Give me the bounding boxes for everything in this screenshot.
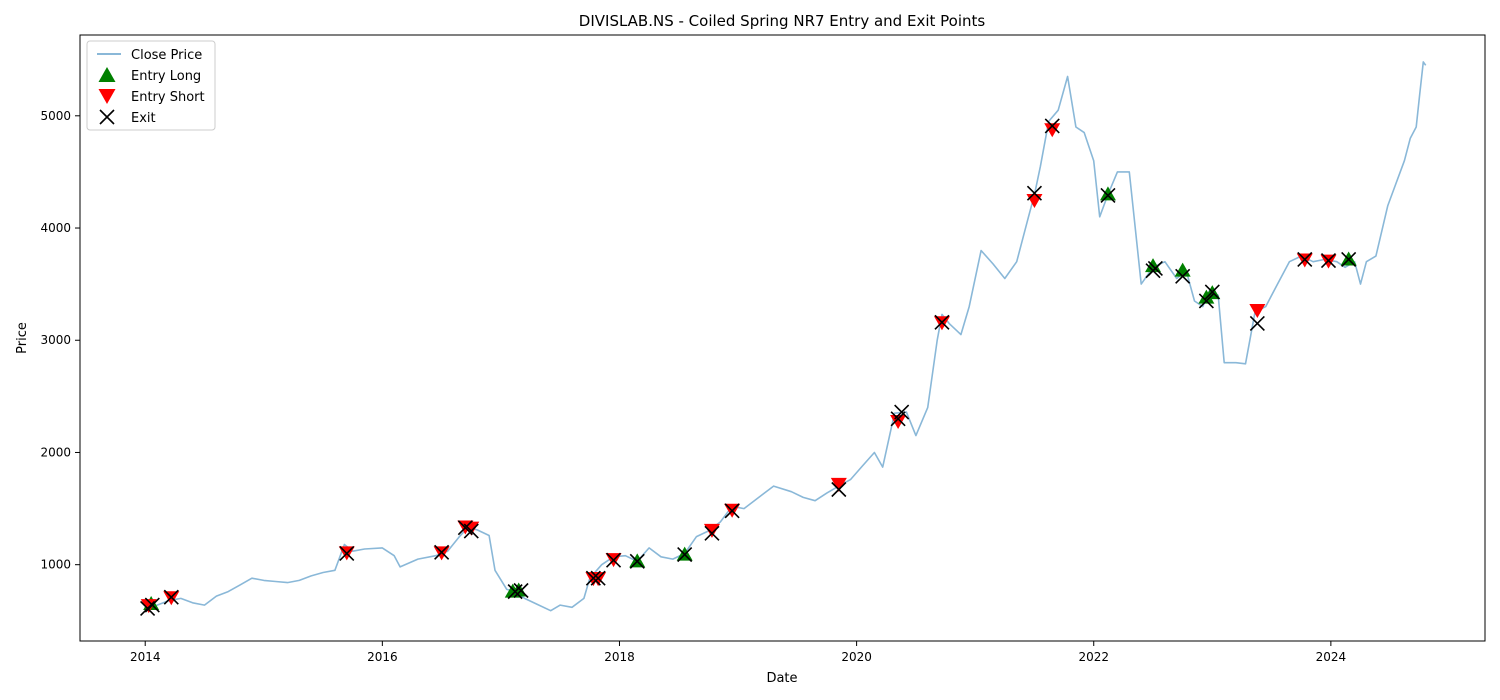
exit-marker xyxy=(1249,315,1265,331)
y-tick-label: 3000 xyxy=(40,333,71,347)
legend-entry-long-label: Entry Long xyxy=(131,69,201,84)
exit-marker xyxy=(605,552,622,568)
exit-marker xyxy=(1026,185,1043,201)
entry-short-marker xyxy=(1044,123,1061,138)
exit-marker xyxy=(1204,284,1220,300)
exit-marker xyxy=(463,523,479,539)
y-axis-label: Price xyxy=(15,322,30,354)
exit-marker xyxy=(144,597,160,613)
exit-marker xyxy=(1175,268,1191,284)
entry-long-marker xyxy=(1099,186,1116,201)
plot-background xyxy=(80,35,1485,641)
x-tick-label: 2016 xyxy=(367,650,398,664)
y-tick-label: 5000 xyxy=(40,109,71,123)
exit-marker xyxy=(1147,260,1163,276)
plot-frame xyxy=(79,34,1486,642)
exit-marker xyxy=(1198,293,1214,309)
exit-marker xyxy=(1320,253,1337,269)
exit-marker xyxy=(163,589,179,605)
exit-marker xyxy=(1100,187,1116,204)
x-tick-label: 2020 xyxy=(841,650,872,664)
y-tick-label: 1000 xyxy=(40,558,71,572)
legend-entry-short-label: Entry Short xyxy=(131,90,205,105)
legend-exit-swatch xyxy=(99,109,115,125)
legend: Close Price Entry Long Entry Short Exit xyxy=(86,40,216,131)
exit-marker xyxy=(724,503,740,519)
axes-layer: 2014 2016 2018 2020 2022 2024 1000 2000 3000 4000… xyxy=(40,109,1346,664)
exit-marker xyxy=(1044,118,1060,134)
legend-close-price-label: Close Price xyxy=(131,48,202,63)
entry-short-marker xyxy=(830,477,847,492)
exit-marker xyxy=(513,582,529,599)
legend-box xyxy=(86,40,216,131)
exit-marker xyxy=(590,570,606,586)
data-layer xyxy=(140,61,1427,617)
legend-exit-label: Exit xyxy=(131,111,156,126)
exit-marker xyxy=(585,570,601,586)
entry-short-marker xyxy=(1249,303,1266,318)
exit-marker xyxy=(1341,251,1357,268)
x-tick-label: 2024 xyxy=(1316,650,1347,664)
x-axis-label: Date xyxy=(766,671,797,686)
exit-marker xyxy=(339,545,355,562)
exit-marker xyxy=(507,584,523,600)
exit-marker xyxy=(1297,251,1313,268)
legend-entry-long-swatch xyxy=(98,67,116,82)
entry-short-marker xyxy=(890,415,907,430)
chart-title: DIVISLAB.NS - Coiled Spring NR7 Entry an… xyxy=(579,12,986,30)
exit-marker xyxy=(831,481,847,498)
y-tick-label: 2000 xyxy=(40,445,71,459)
y-tick-label: 4000 xyxy=(40,221,71,235)
exit-marker xyxy=(894,404,910,420)
exit-marker xyxy=(704,525,720,541)
exit-marker xyxy=(677,547,693,563)
x-tick-label: 2014 xyxy=(130,650,161,664)
exit-marker xyxy=(629,553,645,569)
entry-short-marker xyxy=(703,523,720,538)
exit-marker xyxy=(140,600,156,617)
exit-marker xyxy=(934,314,950,330)
exit-marker xyxy=(434,544,450,560)
x-tick-label: 2022 xyxy=(1078,650,1109,664)
x-tick-label: 2018 xyxy=(604,650,635,664)
legend-entry-short-swatch xyxy=(98,89,116,104)
